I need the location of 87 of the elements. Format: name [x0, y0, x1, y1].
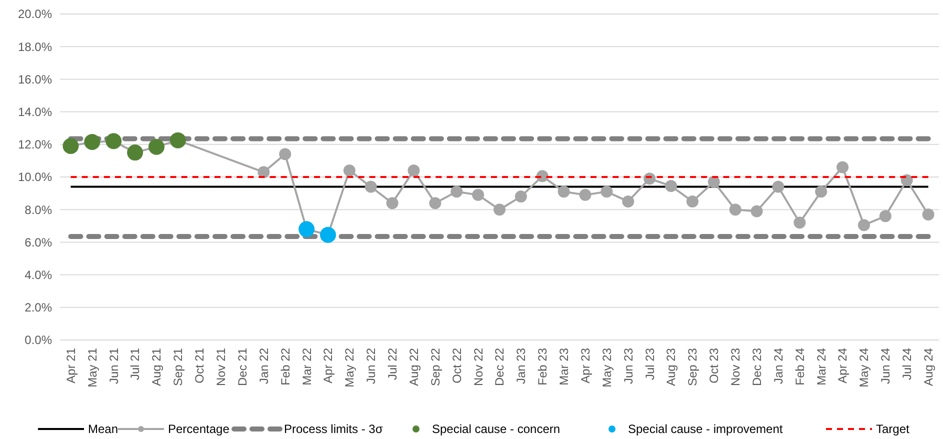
x-tick-label: Aug 23 [664, 348, 678, 386]
x-tick-label: Jun 24 [878, 348, 893, 384]
x-tick-label: Feb 23 [536, 348, 550, 386]
y-tick-label: 18.0% [18, 40, 52, 54]
x-tick-label: May 24 [857, 348, 872, 388]
x-tick-label: Jul 21 [128, 348, 142, 380]
x-tick-label: Mar 22 [300, 348, 314, 386]
point [472, 188, 484, 201]
y-tick-label: 4.0% [24, 268, 52, 282]
point [450, 186, 463, 198]
x-tick-label: Aug 24 [921, 348, 936, 386]
point [750, 205, 763, 218]
y-tick-label: 20.0% [18, 7, 52, 22]
x-tick-label: Oct 22 [450, 348, 464, 384]
x-tick-label: Dec 23 [750, 348, 764, 386]
x-tick-label: May 21 [85, 348, 100, 388]
x-tick-label: Jul 23 [642, 348, 657, 380]
point [258, 166, 270, 178]
x-tick-label: May 23 [600, 348, 614, 388]
point [600, 186, 613, 198]
x-tick-label: Feb 24 [792, 348, 807, 386]
y-tick-label: 14.0% [18, 105, 52, 119]
x-tick-label: Mar 23 [557, 348, 572, 386]
point [815, 186, 828, 198]
point [579, 188, 592, 201]
x-tick-label: Apr 23 [578, 348, 592, 384]
y-tick-label: 12.0% [18, 138, 52, 152]
y-tick-label: 8.0% [24, 202, 52, 217]
x-tick-label: Nov 23 [728, 348, 743, 386]
x-tick-label: Jan 23 [514, 348, 528, 384]
x-tick-label: Jan 22 [256, 348, 271, 384]
point [279, 148, 292, 160]
y-tick-label: 16.0% [18, 72, 52, 86]
x-tick-label: Sep 23 [686, 348, 700, 386]
x-tick-label: Nov 21 [214, 348, 228, 386]
x-tick-label: May 22 [342, 348, 357, 388]
point [900, 174, 913, 186]
point [794, 216, 806, 229]
legend-label: Target [876, 422, 910, 436]
x-tick-label: Jun 23 [621, 348, 636, 384]
point [729, 204, 742, 216]
x-tick-label: Aug 21 [150, 348, 164, 386]
y-tick-label: 2.0% [24, 300, 52, 315]
point [494, 204, 506, 216]
point [686, 195, 698, 208]
x-tick-label: Aug 22 [406, 348, 421, 386]
point [408, 164, 420, 176]
x-tick-label: Sep 22 [428, 348, 442, 386]
x-tick-label: Apr 22 [321, 348, 336, 384]
legend-label: Process limits - 3σ [284, 422, 384, 436]
x-tick-label: Jul 22 [386, 348, 400, 380]
point [364, 180, 377, 193]
point [320, 226, 336, 243]
point [386, 197, 398, 210]
x-tick-label: Sep 21 [171, 348, 186, 386]
x-tick-label: Mar 24 [814, 348, 828, 386]
x-tick-label: Nov 22 [471, 348, 486, 386]
point [514, 190, 527, 203]
x-tick-label: Oct 21 [192, 348, 207, 384]
legend-label: Special cause - improvement [628, 422, 784, 436]
point [708, 176, 720, 188]
point [429, 197, 442, 210]
legend-label: Mean [88, 422, 118, 436]
point [665, 180, 678, 192]
y-tick-label: 6.0% [24, 235, 52, 250]
x-tick-label: Apr 21 [64, 348, 78, 384]
y-tick-label: 0.0% [24, 333, 52, 348]
x-tick-label: Dec 21 [235, 348, 250, 386]
x-tick-label: Jun 21 [106, 348, 121, 384]
x-tick-label: Dec 22 [492, 348, 507, 386]
x-tick-label: Jun 22 [364, 348, 378, 384]
point [343, 164, 356, 176]
point [836, 161, 849, 174]
x-tick-label: Jan 24 [771, 348, 786, 384]
point [772, 180, 784, 193]
point [622, 195, 634, 208]
y-tick-label: 10.0% [18, 170, 52, 184]
x-tick-label: Jul 24 [900, 348, 914, 380]
x-tick-label: Apr 24 [836, 348, 850, 384]
point [879, 210, 892, 222]
legend-label: Percentage [168, 422, 230, 436]
point [558, 186, 570, 198]
x-tick-label: Feb 22 [278, 348, 292, 386]
point [922, 208, 934, 220]
legend-label: Special cause - concern [432, 422, 560, 436]
x-tick-label: Oct 23 [707, 348, 722, 384]
point [858, 219, 870, 232]
